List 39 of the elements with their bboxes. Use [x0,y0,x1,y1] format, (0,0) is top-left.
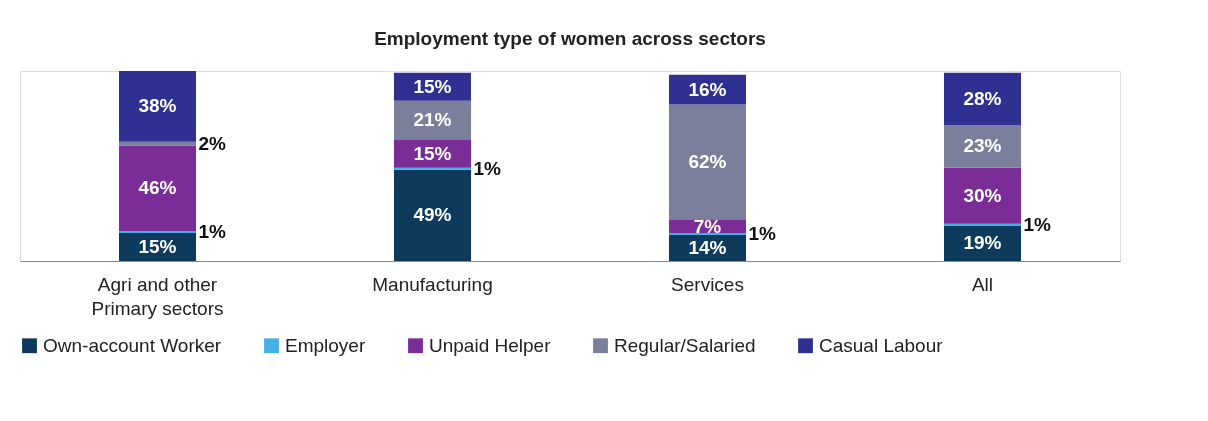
legend-label: Employer [285,334,366,356]
bar [944,72,1021,126]
data-label: 7% [693,215,722,237]
legend-label: Unpaid Helper [429,334,552,356]
data-label: 49% [413,204,452,226]
bar [944,125,1021,168]
bar [669,104,746,221]
data-label: 2% [198,132,227,154]
data-label: 15% [413,142,452,164]
data-label: 62% [688,151,727,173]
bar [394,100,471,140]
chart-title: Employment type of women across sectors [374,28,766,49]
data-label: 38% [138,95,177,117]
bar [119,71,196,142]
data-label: 1% [473,157,502,179]
data-label: 21% [413,109,452,131]
data-label: 15% [413,75,452,97]
bar [944,167,1021,224]
data-label: 1% [1023,213,1052,235]
bar [119,141,196,146]
data-label: 23% [963,135,1002,157]
x-tick-label: All [971,273,994,295]
data-label: 14% [688,236,727,258]
legend-label: Own-account Worker [43,334,222,356]
x-tick-label: Services [671,273,744,295]
legend-label: Casual Labour [819,334,944,356]
data-label: 19% [963,232,1002,254]
data-label: 1% [198,221,227,243]
data-label: 28% [963,87,1002,109]
data-label: 15% [138,236,177,258]
bar [119,145,196,232]
x-tick-label: Agri and other Primary sectors [91,273,224,319]
x-tick-label: Manufacturing [372,273,493,295]
data-label: 1% [748,222,777,244]
bar [394,169,471,261]
data-label: 16% [688,78,727,100]
data-label: 46% [138,177,177,199]
data-label: 30% [963,184,1002,206]
legend-label: Regular/Salaried [614,334,756,356]
